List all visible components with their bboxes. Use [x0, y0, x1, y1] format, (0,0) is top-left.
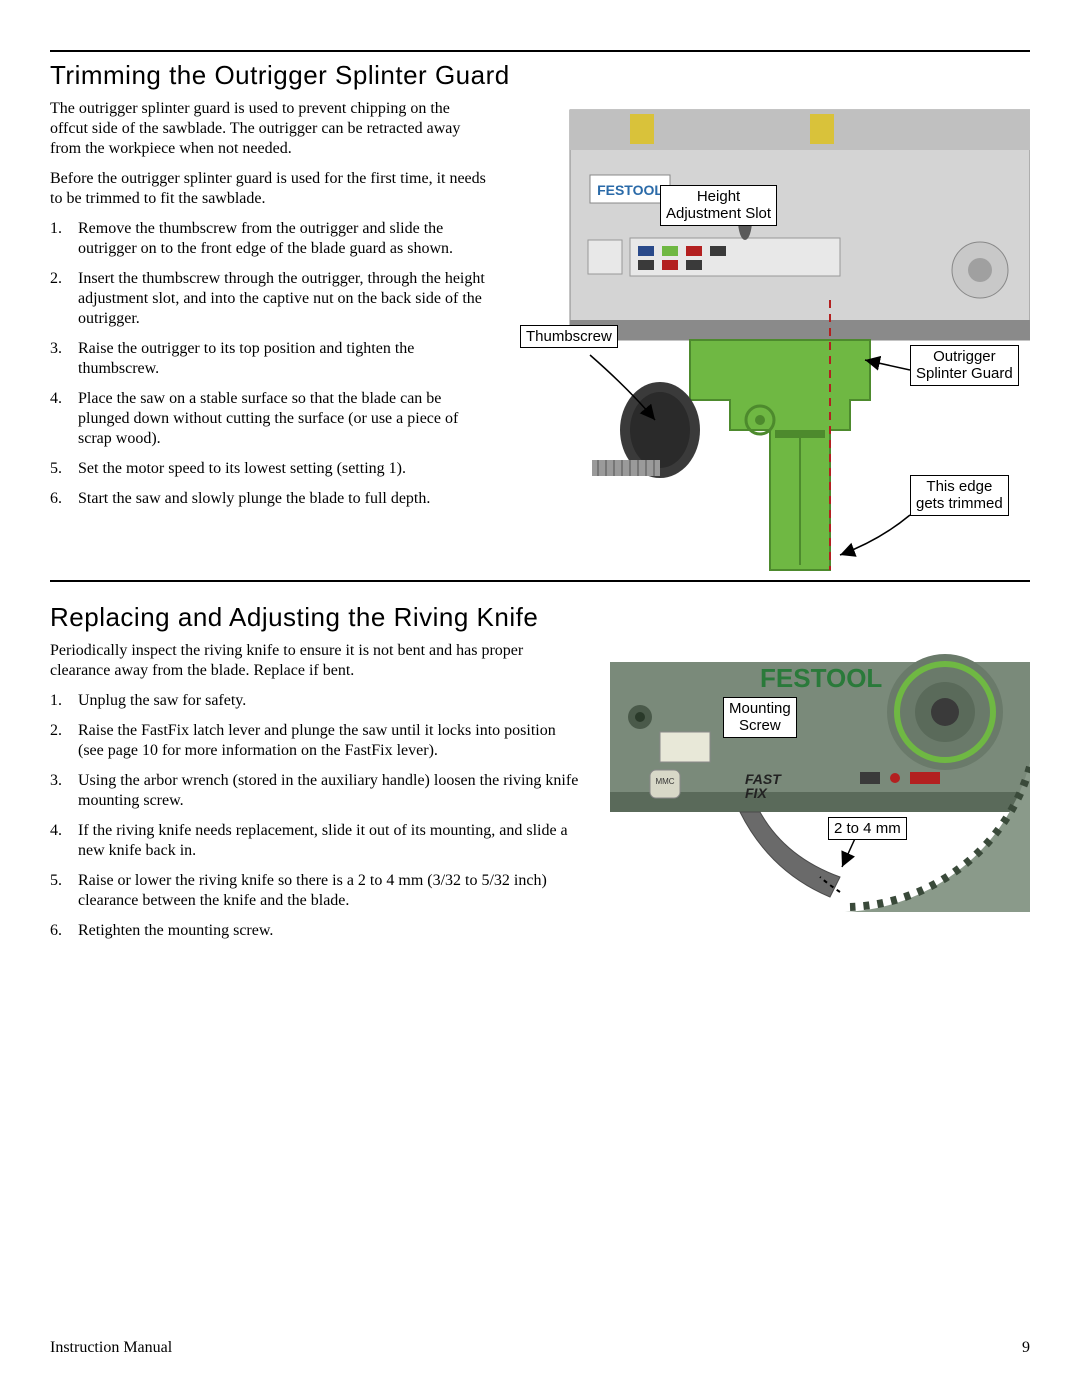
page-footer: Instruction Manual 9: [50, 1339, 1030, 1357]
callout-thumbscrew: Thumbscrew: [520, 325, 618, 348]
step-list: Remove the thumbscrew from the outrigger…: [50, 219, 490, 509]
step-item: Raise the outrigger to its top position …: [50, 339, 490, 379]
callout-height-slot: Height Adjustment Slot: [660, 185, 777, 226]
callout-clearance: 2 to 4 mm: [828, 817, 907, 840]
figure-outrigger: FESTOOL: [530, 100, 1030, 580]
footer-page-number: 9: [1022, 1339, 1030, 1357]
section-title: Replacing and Adjusting the Riving Knife: [50, 602, 1030, 633]
section-body: The outrigger splinter guard is used to …: [50, 99, 490, 509]
callout-trimmed: This edge gets trimmed: [910, 475, 1009, 516]
step-item: Raise the FastFix latch lever and plunge…: [50, 721, 580, 761]
step-item: Retighten the mounting screw.: [50, 921, 580, 941]
intro-paragraph: Before the outrigger splinter guard is u…: [50, 169, 490, 209]
step-item: Unplug the saw for safety.: [50, 691, 580, 711]
svg-text:FESTOOL: FESTOOL: [597, 182, 663, 198]
section-rule: [50, 50, 1030, 52]
intro-paragraph: The outrigger splinter guard is used to …: [50, 99, 490, 159]
callout-outrigger: Outrigger Splinter Guard: [910, 345, 1019, 386]
step-item: Raise or lower the riving knife so there…: [50, 871, 580, 911]
footer-left: Instruction Manual: [50, 1339, 172, 1357]
step-item: If the riving knife needs replacement, s…: [50, 821, 580, 861]
step-item: Set the motor speed to its lowest settin…: [50, 459, 490, 479]
section-title: Trimming the Outrigger Splinter Guard: [50, 60, 1030, 91]
riving-knife-illustration: FESTOOL MMC FAST FIX: [610, 642, 1030, 922]
section-body: Periodically inspect the riving knife to…: [50, 641, 580, 941]
step-item: Using the arbor wrench (stored in the au…: [50, 771, 580, 811]
step-item: Insert the thumbscrew through the outrig…: [50, 269, 490, 329]
step-list: Unplug the saw for safety. Raise the Fas…: [50, 691, 580, 941]
svg-text:FIX: FIX: [745, 785, 768, 801]
step-item: Remove the thumbscrew from the outrigger…: [50, 219, 490, 259]
figure-riving-knife: FESTOOL MMC FAST FIX: [610, 642, 1030, 922]
svg-text:MMC: MMC: [655, 777, 674, 786]
callout-mounting-screw: Mounting Screw: [723, 697, 797, 738]
section-riving-knife: Replacing and Adjusting the Riving Knife…: [50, 602, 1030, 952]
intro-paragraph: Periodically inspect the riving knife to…: [50, 641, 580, 681]
svg-text:FESTOOL: FESTOOL: [760, 663, 882, 693]
section-trimming: Trimming the Outrigger Splinter Guard Th…: [50, 60, 1030, 580]
section-rule: [50, 580, 1030, 582]
step-item: Start the saw and slowly plunge the blad…: [50, 489, 490, 509]
step-item: Place the saw on a stable surface so tha…: [50, 389, 490, 449]
